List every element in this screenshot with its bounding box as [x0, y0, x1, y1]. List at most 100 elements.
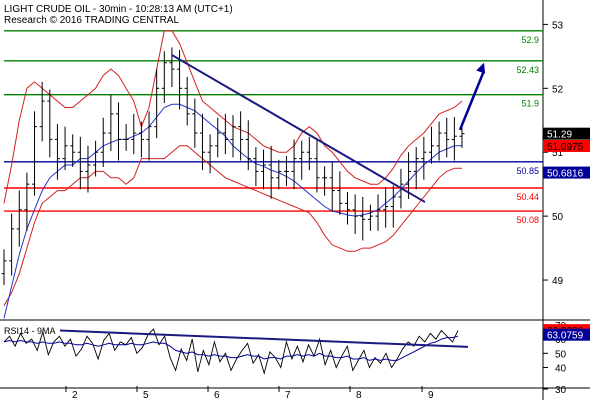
price-bar: [161, 51, 167, 104]
price-bar: [329, 162, 335, 212]
time-axis-label-1: 5: [143, 390, 149, 400]
price-bar: [283, 156, 289, 187]
price-bar: [413, 147, 419, 190]
price-bar: [345, 191, 350, 225]
price-bar: [375, 194, 381, 231]
time-axis-label-3: 7: [285, 390, 291, 400]
price-axis-label-0: 49: [552, 276, 564, 287]
rsi-trendline: [59, 329, 469, 348]
forecast-arrow-shaft: [458, 70, 486, 131]
level-label-1: 52.43: [516, 65, 539, 75]
price-bar: [138, 121, 144, 158]
price-bar: [444, 117, 450, 158]
price-bar: [276, 159, 282, 190]
price-tag-bg-2: [543, 166, 590, 179]
price-tag-label-0: 51.29: [547, 130, 572, 141]
downtrend-line: [171, 54, 426, 203]
rsi-axis-label-2: 50: [555, 349, 567, 360]
level-label-2: 51.9: [521, 99, 539, 109]
price-tag-label-2: 50.6816: [547, 169, 584, 180]
price-bar: [116, 102, 121, 161]
price-bar: [100, 117, 106, 167]
price-bar: [222, 113, 228, 155]
axes: 495051525351.2951.097550.681630405060706…: [65, 20, 590, 401]
level-label-0: 52.9: [521, 35, 539, 45]
price-bar: [184, 76, 190, 126]
price-bar: [261, 149, 267, 190]
price-bar: [406, 152, 412, 199]
level-label-3: 50.85: [516, 166, 539, 176]
time-axis-label-2: 6: [214, 390, 220, 400]
price-bar: [230, 115, 236, 158]
price-bar: [291, 139, 297, 190]
price-bar: [352, 194, 358, 235]
level-label-4: 50.44: [516, 192, 539, 202]
price-bar: [322, 166, 328, 196]
price-bar: [207, 134, 213, 174]
price-axis-label-4: 53: [552, 20, 564, 31]
price-bar: [436, 121, 442, 161]
rsi-label: RSI14 - 9MA: [4, 326, 56, 336]
price-bar: [421, 136, 427, 180]
rsi-tag-bg-1: [543, 328, 590, 341]
price-axis-label-2: 51: [552, 148, 564, 159]
price-bar: [367, 204, 373, 231]
price-bar: [123, 124, 129, 151]
price-bar: [77, 136, 83, 190]
price-bar: [253, 147, 259, 187]
price-bar: [93, 140, 99, 177]
price-bar: [192, 98, 198, 148]
price-bar: [131, 113, 137, 155]
price-bar: [337, 171, 343, 215]
price-bar: [16, 190, 22, 247]
price-bar: [238, 111, 244, 161]
price-bar: [268, 145, 274, 199]
main-panel: 52.9 52.43 51.9 50.85 50.44 50.08: [1, 30, 543, 319]
rsi-panel: [3, 328, 469, 375]
rsi-axis-label-0: 30: [555, 385, 567, 396]
price-axis-label-3: 52: [552, 84, 564, 95]
price-bar: [428, 126, 434, 164]
rsi-tag-label-1: 63.0759: [547, 331, 584, 342]
price-tag-label-1: 51.0975: [547, 142, 584, 153]
price-bar: [360, 196, 366, 241]
price-bar: [383, 187, 389, 228]
price-bar: [9, 213, 15, 276]
price-bar: [85, 145, 91, 193]
level-label-5: 50.08: [516, 215, 539, 225]
price-tag-bg-1: [543, 139, 590, 152]
price-bar: [62, 126, 68, 171]
price-bar: [314, 139, 320, 193]
rsi-ma-line: [3, 335, 459, 361]
price-bar: [154, 69, 160, 139]
time-axis-label-4: 8: [356, 390, 362, 400]
price-bar: [47, 89, 53, 158]
price-bar: [215, 117, 221, 158]
price-bar: [390, 185, 396, 228]
price-bar: [199, 113, 205, 171]
chart-title: LIGHT CRUDE OIL - 30min - 10:28:13 AM (U…: [4, 4, 233, 15]
price-bar: [54, 124, 60, 180]
price-bar: [24, 172, 30, 231]
price-axis-label-1: 50: [552, 212, 564, 223]
time-axis-label-0: 2: [72, 390, 78, 400]
price-bar: [32, 111, 38, 196]
price-tag-bg-0: [543, 127, 590, 140]
rsi-axis-label-1: 40: [555, 364, 567, 375]
time-axis-label-5: 9: [428, 390, 434, 400]
price-bar: [108, 94, 114, 151]
price-bar: [299, 140, 305, 180]
price-bar: [169, 47, 175, 88]
price-bar: [39, 81, 45, 142]
price-bar: [451, 117, 457, 161]
price-bar: [306, 136, 312, 171]
price-bar: [1, 249, 7, 286]
price-bar: [245, 120, 251, 171]
chart-subtitle: Research © 2016 TRADING CENTRAL: [4, 15, 179, 26]
price-bar: [146, 111, 152, 161]
price-bars: [1, 47, 465, 286]
price-bar: [70, 134, 76, 167]
